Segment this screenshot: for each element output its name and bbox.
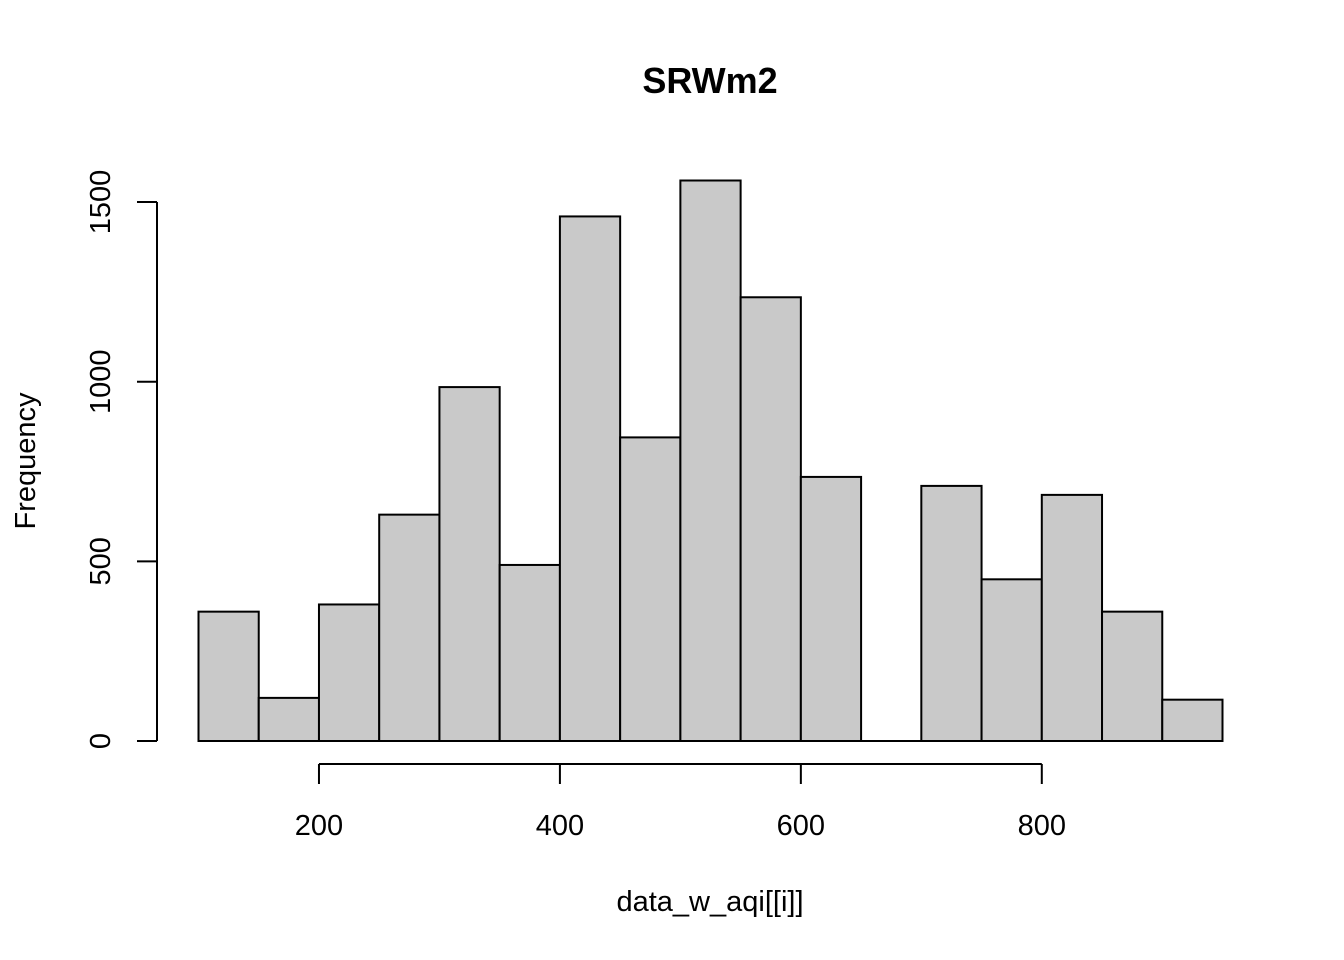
chart-title: SRWm2	[642, 60, 777, 101]
histogram-bar-6	[558, 215, 622, 742]
histogram-bar-10	[799, 475, 863, 742]
x-tick-label-3: 800	[1018, 810, 1066, 842]
histogram-bar-12	[920, 484, 983, 742]
histogram-bar-16	[1161, 698, 1224, 742]
histogram-bar-1	[257, 696, 320, 743]
histogram-bar-14	[1040, 493, 1104, 743]
y-axis: 0 500 1000 1500	[85, 170, 158, 749]
histogram-bar-15	[1101, 610, 1164, 743]
histogram-bar-2	[317, 603, 381, 743]
y-tick-label-0: 0	[85, 733, 117, 749]
histogram-bar-8	[679, 179, 742, 742]
y-tick-label-1: 500	[85, 537, 117, 585]
x-tick-label-0: 200	[295, 810, 343, 842]
x-axis: 200 400 600 800	[295, 763, 1066, 842]
y-axis-label: Frequency	[10, 392, 42, 530]
x-axis-label: data_w_aqi[[i]]	[616, 886, 803, 918]
histogram-bar-3	[378, 513, 441, 742]
x-tick-label-1: 400	[536, 810, 584, 842]
y-tick-label-3: 1500	[85, 170, 117, 235]
bars-group	[197, 179, 1224, 743]
histogram-bar-13	[980, 578, 1043, 743]
histogram-bar-7	[619, 436, 682, 742]
histogram-bar-0	[197, 610, 260, 743]
y-tick-label-2: 1000	[85, 349, 117, 414]
x-tick-label-2: 600	[777, 810, 825, 842]
histogram-bar-4	[438, 386, 501, 742]
histogram-bar-9	[739, 296, 802, 742]
histogram-bar-5	[498, 563, 561, 742]
